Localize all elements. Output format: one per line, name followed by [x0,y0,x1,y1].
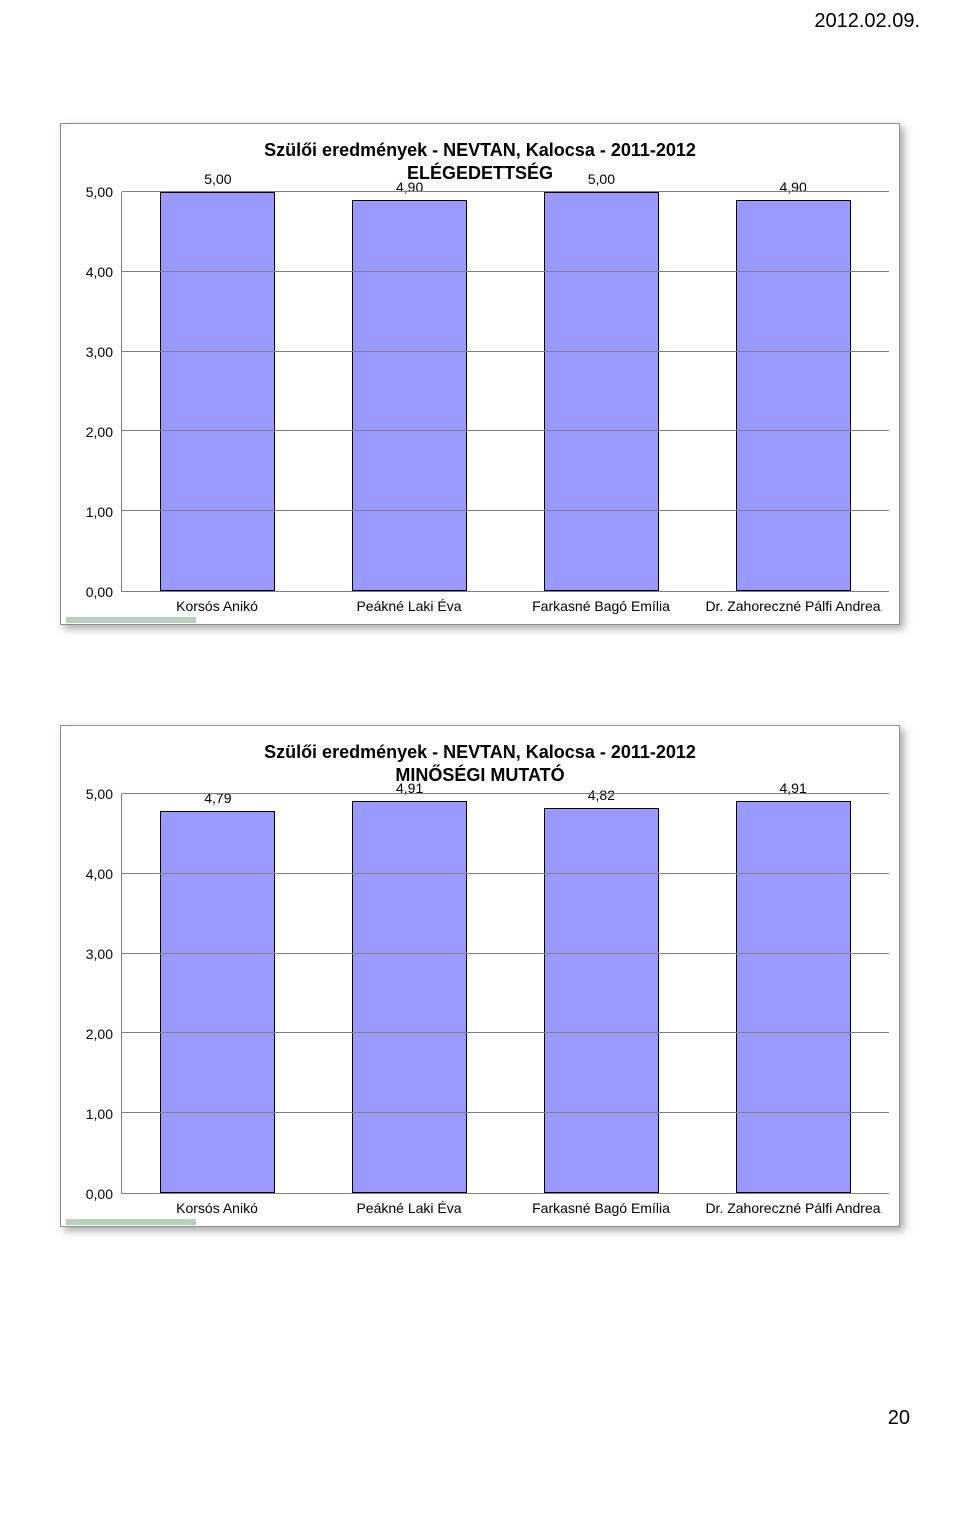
bar: 4,82 [544,808,659,1193]
bar-value-label: 4,82 [588,787,615,803]
gridline [122,953,889,954]
page-content: Szülői eredmények - NEVTAN, Kalocsa - 20… [0,33,960,1367]
x-category-label: Dr. Zahoreczné Pálfi Andrea [697,1200,889,1216]
gridline [122,271,889,272]
y-tick-label: 0,00 [86,584,113,600]
y-tick-label: 4,00 [86,264,113,280]
x-category-label: Korsós Anikó [121,598,313,614]
y-tick-label: 5,00 [86,184,113,200]
chart2-title-line1: Szülői eredmények - NEVTAN, Kalocsa - 20… [71,742,889,763]
chart1-area: 0,001,002,003,004,005,00 5,004,905,004,9… [71,192,889,614]
chart1-bars: 5,00 4,90 5,00 4,90 [122,192,889,591]
x-category-label: Dr. Zahoreczné Pálfi Andrea [697,598,889,614]
bar: 4,79 [160,811,275,1193]
chart2-x-labels: Korsós AnikóPeákné Laki ÉvaFarkasné Bagó… [121,1194,889,1216]
y-tick-label: 5,00 [86,786,113,802]
bar: 5,00 [544,192,659,591]
bar-value-label: 5,00 [588,171,615,187]
bar-slot: 5,00 [122,192,314,591]
bar-slot: 4,91 [314,794,506,1193]
bar-slot: 4,91 [697,794,889,1193]
bar-value-label: 5,00 [204,171,231,187]
gridline [122,793,889,794]
gridline [122,191,889,192]
chart1-plot: 5,00 4,90 5,00 4,90 [121,192,889,592]
bar: 4,91 [736,801,851,1193]
bar: 4,90 [352,200,467,591]
x-category-label: Peákné Laki Éva [313,1200,505,1216]
chart1-title-line1: Szülői eredmények - NEVTAN, Kalocsa - 20… [71,140,889,161]
x-category-label: Farkasné Bagó Emília [505,598,697,614]
gridline [122,351,889,352]
bar-value-label: 4,90 [396,179,423,195]
bar-slot: 5,00 [506,192,698,591]
y-tick-label: 0,00 [86,1186,113,1202]
y-tick-label: 2,00 [86,1026,113,1042]
bar-value-label: 4,90 [779,179,806,195]
chart-accent-bar [66,1219,196,1225]
page-number: 20 [0,1367,960,1450]
bar: 5,00 [160,192,275,591]
bar-slot: 4,82 [506,794,698,1193]
bar-slot: 4,90 [697,192,889,591]
y-tick-label: 1,00 [86,504,113,520]
chart2-bars: 4,79 4,91 4,82 4,91 [122,794,889,1193]
chart2-title-line2: MINŐSÉGI MUTATÓ [71,765,889,786]
y-tick-label: 3,00 [86,946,113,962]
chart-accent-bar [66,617,196,623]
chart2-area: 0,001,002,003,004,005,00 4,794,914,824,9… [71,794,889,1216]
y-tick-label: 4,00 [86,866,113,882]
bar: 4,90 [736,200,851,591]
chart1-y-axis: 0,001,002,003,004,005,00 [71,192,121,592]
x-category-label: Farkasné Bagó Emília [505,1200,697,1216]
gridline [122,430,889,431]
chart-satisfaction: Szülői eredmények - NEVTAN, Kalocsa - 20… [60,123,900,625]
chart-quality: Szülői eredmények - NEVTAN, Kalocsa - 20… [60,725,900,1227]
chart2-y-axis: 0,001,002,003,004,005,00 [71,794,121,1194]
chart1-title-line2: ELÉGEDETTSÉG [71,163,889,184]
gridline [122,1112,889,1113]
x-category-label: Peákné Laki Éva [313,598,505,614]
y-tick-label: 3,00 [86,344,113,360]
gridline [122,1032,889,1033]
gridline [122,873,889,874]
y-tick-label: 1,00 [86,1106,113,1122]
x-category-label: Korsós Anikó [121,1200,313,1216]
gridline [122,510,889,511]
page-date: 2012.02.09. [0,0,960,33]
bar-slot: 4,79 [122,794,314,1193]
chart1-x-labels: Korsós AnikóPeákné Laki ÉvaFarkasné Bagó… [121,592,889,614]
bar: 4,91 [352,801,467,1193]
chart2-plot: 4,79 4,91 4,82 4,91 [121,794,889,1194]
y-tick-label: 2,00 [86,424,113,440]
bar-slot: 4,90 [314,192,506,591]
